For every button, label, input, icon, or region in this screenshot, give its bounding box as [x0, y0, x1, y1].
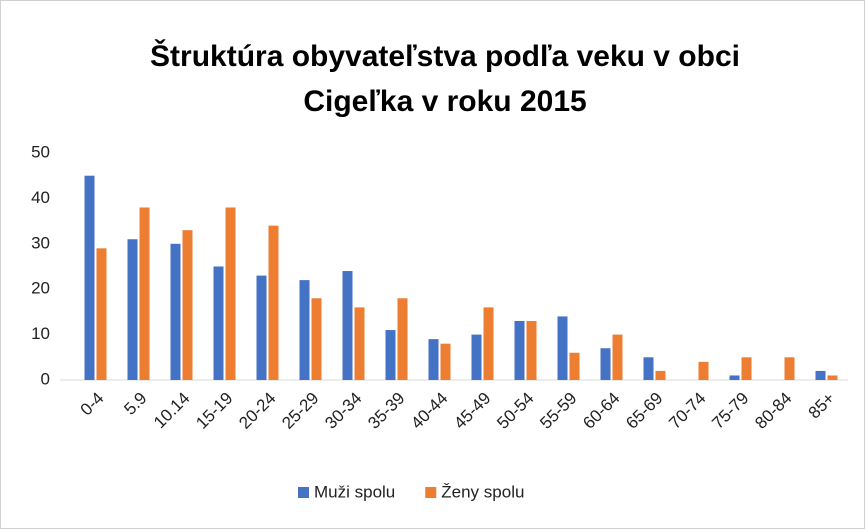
bar: [354, 307, 365, 380]
bar: [96, 248, 107, 380]
y-tick-label: 0: [41, 369, 50, 388]
bar: [643, 357, 654, 380]
bar: [471, 334, 482, 380]
bar: [741, 357, 752, 380]
bar: [225, 207, 236, 380]
legend-swatch: [425, 487, 437, 498]
legend-swatch: [298, 487, 309, 498]
bar: [182, 230, 193, 380]
bar: [698, 361, 709, 380]
bar: [428, 339, 439, 380]
bar: [815, 370, 826, 380]
bar: [385, 330, 396, 380]
bar: [139, 207, 150, 380]
bar: [612, 334, 623, 380]
y-tick-label: 50: [31, 142, 50, 161]
bar: [557, 316, 568, 380]
bar: [256, 275, 267, 380]
bar: [600, 348, 611, 380]
bar: [84, 175, 95, 380]
bar: [784, 357, 795, 380]
y-tick-label: 20: [31, 279, 50, 298]
bar: [342, 271, 353, 380]
bar: [170, 243, 181, 380]
bar: [440, 343, 451, 380]
chart-title: Cigeľka v roku 2015: [303, 85, 586, 118]
bar: [655, 370, 666, 380]
bar: [311, 298, 322, 380]
bar: [827, 375, 838, 380]
bar: [213, 266, 224, 380]
y-tick-label: 30: [31, 233, 50, 252]
bar: [127, 239, 138, 380]
bar: [514, 320, 525, 380]
bar: [569, 352, 580, 380]
chart-title: Štruktúra obyvateľstva podľa veku v obci: [150, 39, 740, 73]
bar: [268, 225, 279, 380]
bar: [526, 320, 537, 380]
y-tick-label: 10: [31, 324, 50, 343]
bar: [397, 298, 408, 380]
bar: [299, 280, 310, 380]
legend-label: Ženy spolu: [441, 482, 524, 501]
y-tick-label: 40: [31, 188, 50, 207]
bar: [729, 375, 740, 380]
legend-label: Muži spolu: [314, 482, 395, 501]
bar: [483, 307, 494, 380]
